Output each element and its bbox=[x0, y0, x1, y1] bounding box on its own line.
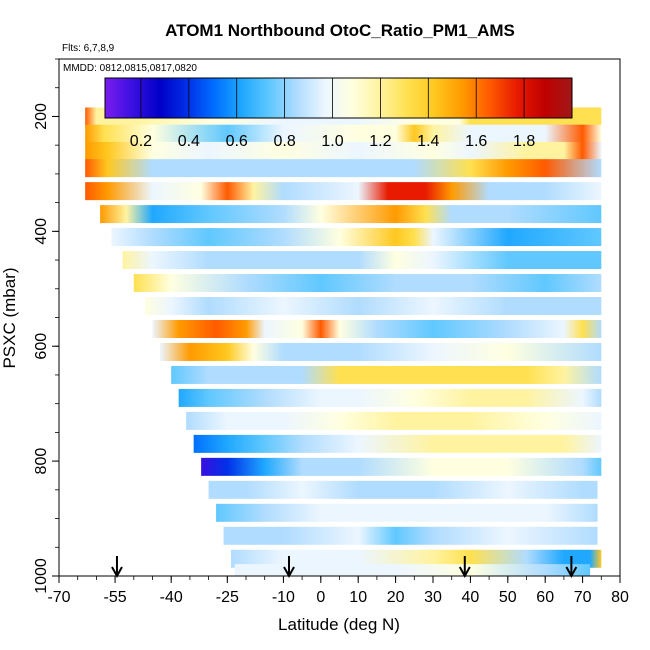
colorbar-tick-label: 0.4 bbox=[178, 133, 200, 150]
colorbar: 0.2 0.4 0.6 0.8 1.0 1.2 1.4 1.6 1.8 bbox=[104, 77, 573, 150]
heatmap-band bbox=[186, 411, 602, 430]
heatmap-band bbox=[100, 205, 602, 224]
dates-note: MMDD: 0812,0815,0817,0820 bbox=[63, 63, 197, 74]
y-axis-label: PSXC (mbar) bbox=[0, 267, 19, 368]
y-axis: 200 400 600 800 1000 bbox=[33, 58, 59, 594]
x-tick-label: 30 bbox=[424, 589, 442, 606]
x-tick-label: 60 bbox=[536, 589, 554, 606]
x-tick-label: -70 bbox=[47, 589, 70, 606]
colorbar-tick-labels: 0.2 0.4 0.6 0.8 1.0 1.2 1.4 1.6 1.8 bbox=[130, 133, 536, 150]
heatmap-band bbox=[208, 480, 598, 499]
y-tick-label: 800 bbox=[33, 448, 50, 475]
flight-arrow-head bbox=[111, 566, 123, 579]
heatmap-band bbox=[85, 182, 602, 201]
heatmap-band bbox=[178, 388, 602, 407]
heatmap-band bbox=[223, 526, 598, 545]
colorbar-frame bbox=[104, 77, 573, 119]
x-tick-label: 70 bbox=[574, 589, 592, 606]
heatmap-band bbox=[231, 549, 602, 568]
x-axis-label: Latitude (deg N) bbox=[278, 615, 400, 634]
heatmap-band bbox=[85, 141, 602, 160]
heatmap-band bbox=[85, 124, 602, 143]
x-tick-label: 20 bbox=[387, 589, 405, 606]
colorbar-gradient bbox=[105, 78, 572, 118]
heatmap-band bbox=[152, 319, 602, 338]
colorbar-tick-label: 1.4 bbox=[417, 133, 439, 150]
colorbar-tick-label: 0.2 bbox=[130, 133, 152, 150]
colorbar-tick-label: 0.8 bbox=[273, 133, 295, 150]
y-tick-label: 200 bbox=[33, 103, 50, 130]
colorbar-tick-label: 1.0 bbox=[321, 133, 343, 150]
x-tick-label: -40 bbox=[160, 589, 183, 606]
flights-note: Flts: 6,7,8,9 bbox=[62, 43, 115, 54]
colorbar-dividers bbox=[140, 78, 525, 118]
x-tick-label: -10 bbox=[272, 589, 295, 606]
colorbar-tick-label: 1.2 bbox=[369, 133, 391, 150]
flight-arrows bbox=[111, 556, 578, 579]
x-tick-label: -25 bbox=[216, 589, 239, 606]
y-tick-label: 400 bbox=[33, 218, 50, 245]
y-tick-label: 1000 bbox=[33, 558, 50, 594]
x-tick-label: 10 bbox=[349, 589, 367, 606]
x-tick-label: 0 bbox=[316, 589, 325, 606]
heatmap-band bbox=[159, 342, 602, 361]
heatmap-band bbox=[234, 564, 591, 576]
flight-arrow-head bbox=[565, 566, 578, 579]
y-tick-label: 600 bbox=[33, 333, 50, 360]
x-tick-label: -55 bbox=[104, 589, 127, 606]
heatmap-band bbox=[133, 274, 602, 293]
x-tick-label: 40 bbox=[462, 589, 480, 606]
heatmap-band bbox=[216, 503, 598, 522]
heatmap-band bbox=[85, 159, 602, 178]
heatmap-band bbox=[145, 297, 602, 316]
colorbar-tick-label: 1.8 bbox=[513, 133, 535, 150]
heatmap-band bbox=[201, 457, 602, 476]
colorbar-tick-label: 1.6 bbox=[465, 133, 487, 150]
flight-arrow-head bbox=[458, 566, 471, 579]
colorbar-tick-label: 0.6 bbox=[226, 133, 248, 150]
heatmap-band bbox=[122, 251, 602, 270]
heatmap-band bbox=[171, 365, 602, 384]
heatmap-band bbox=[111, 228, 602, 247]
x-tick-label: 50 bbox=[499, 589, 517, 606]
chart-title: ATOM1 Northbound OtoC_Ratio_PM1_AMS bbox=[165, 21, 515, 40]
flight-arrow-head bbox=[283, 566, 295, 579]
x-axis: -70 -55 -40 -25 -10 0 10 20 30 40 50 60 70 80 bbox=[47, 576, 629, 606]
x-tick-label: 80 bbox=[611, 589, 629, 606]
heatmap-band bbox=[193, 434, 602, 453]
heatmap-bands bbox=[85, 107, 602, 576]
